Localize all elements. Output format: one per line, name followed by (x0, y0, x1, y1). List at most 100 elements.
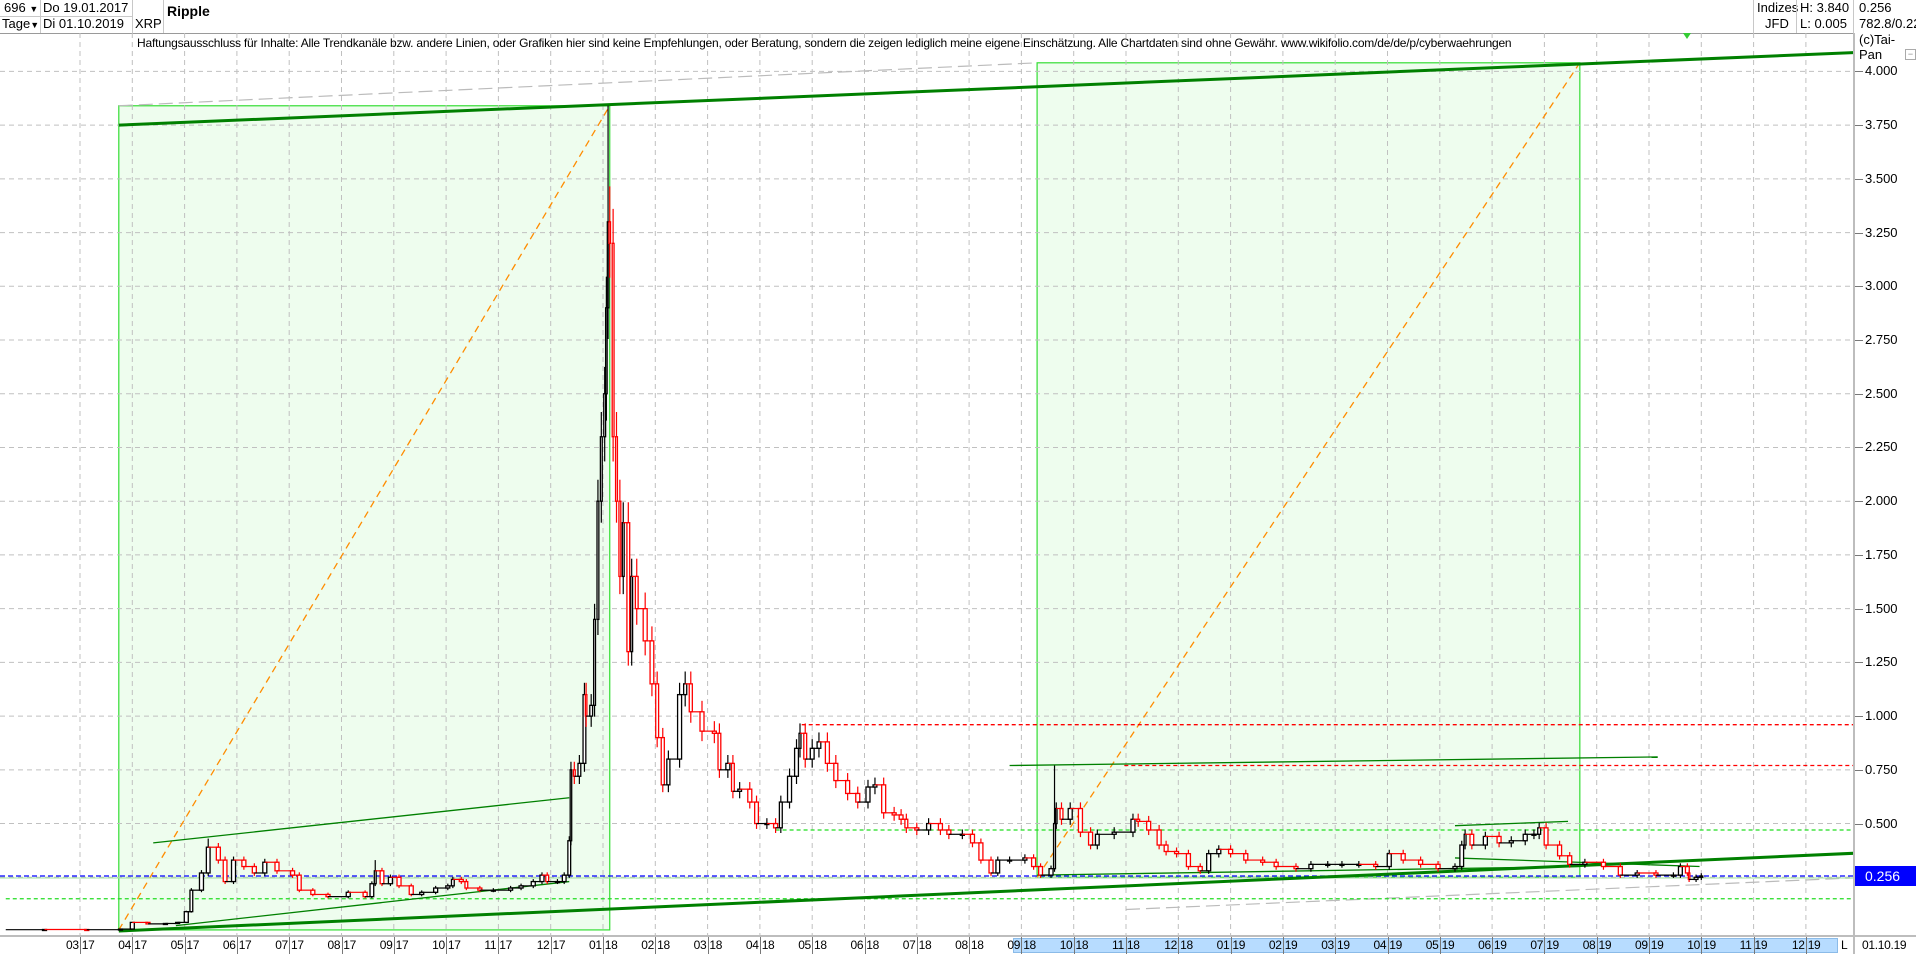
candle-body (396, 876, 402, 887)
candle (1687, 870, 1691, 883)
disclaimer-text: Haftungsausschluss für Inhalte: Alle Tre… (137, 36, 1512, 50)
y-tick-label: 3.250 (1865, 224, 1898, 240)
minus-box-icon[interactable]: − (1905, 49, 1916, 60)
candle (564, 836, 572, 878)
x-tick (446, 937, 448, 954)
candle-body (1463, 833, 1467, 846)
x-tick-label: 06 19 (1478, 938, 1507, 952)
candle-body (1243, 852, 1249, 861)
price-axis[interactable]: (c)Tai-Pan − 4.000 3.750 3.500 3.250 3.000 2.… (1853, 32, 1916, 935)
x-tick (916, 937, 918, 954)
candle (962, 829, 976, 848)
y-tick (1855, 608, 1863, 610)
candle (586, 694, 594, 727)
candle-body (898, 814, 904, 820)
x-tick (393, 937, 395, 954)
price-chart[interactable] (0, 33, 1853, 935)
y-tick-label: 1.500 (1865, 600, 1898, 616)
bar-count-select[interactable]: 696 ▼ (4, 0, 38, 16)
candle-body (865, 786, 871, 803)
candle-body (1087, 831, 1094, 846)
x-tick-label: 12 17 (536, 938, 566, 952)
y-tick-label: 0.500 (1865, 815, 1898, 831)
y-tick-label: 2.000 (1865, 493, 1898, 509)
candle-body (699, 711, 705, 732)
y-tick-label: 2.250 (1865, 439, 1898, 455)
candle-body (569, 769, 573, 842)
candle-body (539, 874, 545, 883)
chevron-down-icon: ▼ (29, 4, 39, 14)
x-tick (1544, 937, 1546, 954)
candle (603, 366, 607, 462)
candle (679, 671, 688, 707)
candle-body (289, 870, 296, 876)
x-tick (1282, 937, 1284, 954)
x-tick (1073, 937, 1075, 954)
candle (569, 761, 573, 846)
x-tick-label: 09 18 (1007, 938, 1036, 952)
candle-body (649, 640, 655, 685)
candle (604, 276, 608, 421)
x-tick-label: 05 17 (170, 938, 200, 952)
candle-body (296, 874, 302, 891)
x-tick (289, 937, 291, 954)
candle (1637, 870, 1659, 878)
candle-body (530, 880, 536, 887)
candle (611, 208, 615, 462)
x-tick-label: 08 17 (327, 938, 357, 952)
candle-body (1067, 807, 1073, 820)
market-category: Indizes (1757, 0, 1799, 15)
period-value: Tage (2, 16, 31, 31)
candle-body (772, 822, 779, 829)
candle-body (634, 575, 639, 610)
candle (614, 412, 619, 523)
candle (1040, 865, 1054, 878)
candle-body (618, 500, 622, 578)
x-tick (1701, 937, 1703, 954)
x-tick (550, 937, 552, 954)
date-to[interactable]: Di 01.10.2019 (43, 16, 124, 31)
x-tick-label: 01 18 (589, 938, 618, 952)
candle (399, 883, 414, 897)
candle (867, 777, 878, 795)
y-tick (1855, 340, 1863, 342)
candle (1054, 802, 1058, 829)
candle (798, 723, 802, 758)
candle (901, 813, 909, 834)
period-select[interactable]: Tage▼ (2, 16, 39, 32)
x-tick-label: 06 17 (222, 938, 252, 952)
candle (799, 723, 808, 768)
y-tick-label: 3.500 (1865, 170, 1898, 186)
x-tick (812, 937, 814, 954)
candle (1533, 822, 1542, 840)
candle (701, 721, 717, 744)
time-axis[interactable]: L 01.10.19 03 17 04 17 05 17 06 17 07 17 08 1… (0, 935, 1916, 954)
y-tick-label: 1.000 (1865, 708, 1898, 724)
candle (592, 603, 597, 717)
date-from[interactable]: Do 19.01.2017 (43, 0, 129, 15)
projection-line (118, 105, 611, 931)
candle-body (596, 500, 600, 621)
candle (621, 502, 625, 595)
candle (906, 822, 920, 836)
candle-body (1567, 855, 1573, 866)
candle (630, 558, 634, 666)
candle-body (1417, 859, 1424, 866)
analysis-zone (118, 105, 611, 931)
x-tick-label: 07 17 (275, 938, 304, 952)
candle (608, 186, 612, 278)
volume-info: 782.8/0.22 (1859, 16, 1916, 31)
candle-body (666, 758, 671, 786)
candle (1009, 854, 1028, 864)
candle-body (611, 242, 615, 438)
candle-body (1048, 868, 1054, 876)
candle-body (592, 618, 597, 707)
y-tick (1855, 554, 1863, 556)
candle (1403, 856, 1424, 868)
x-tick-label: 11 18 (1112, 938, 1140, 952)
candle (1114, 813, 1136, 838)
trend-line (1454, 857, 1700, 868)
analysis-zone (1036, 62, 1581, 878)
candle-body (1556, 844, 1563, 857)
candle-body (1054, 807, 1058, 825)
